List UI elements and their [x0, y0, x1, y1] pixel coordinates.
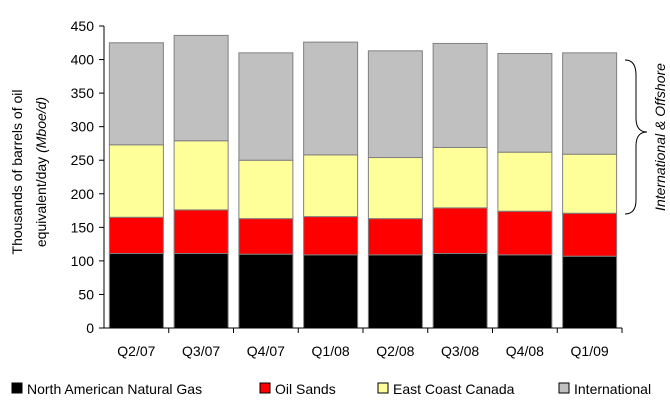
y-axis-title-unit: (Mboe/d) [33, 97, 49, 153]
legend-swatch [558, 382, 570, 394]
x-tick-label: Q2/07 [117, 343, 155, 359]
bar-segment-north-american-natural-gas-Q2-08 [367, 254, 423, 329]
y-axis-title-line2: equivalent/day [33, 153, 49, 247]
bar-segment-east-coast-canada-Q3-07 [173, 140, 229, 211]
bar-segment-international-Q3-07 [173, 34, 229, 142]
x-tick-label: Q4/07 [247, 343, 285, 359]
bar-segment-oil-sands-Q1-09 [562, 212, 618, 257]
plot-area [108, 34, 618, 329]
y-tick-label: 200 [71, 186, 95, 202]
x-tick-label: Q1/08 [312, 343, 350, 359]
legend-swatch [377, 382, 389, 394]
y-axis-title: Thousands of barrels of oil [9, 90, 25, 255]
bar-segment-north-american-natural-gas-Q3-07 [173, 253, 229, 329]
bar-segment-international-Q2-07 [108, 42, 164, 146]
bar-segment-international-Q2-08 [367, 50, 423, 159]
bar-segment-east-coast-canada-Q4-08 [497, 151, 553, 212]
y-tick-label: 400 [71, 52, 95, 68]
legend-label: East Coast Canada [393, 381, 515, 397]
legend-label: Oil Sands [275, 381, 336, 397]
legend-label: International [574, 381, 651, 397]
bar-segment-north-american-natural-gas-Q4-08 [497, 254, 553, 329]
bar-segment-east-coast-canada-Q4-07 [238, 159, 294, 220]
legend-label: North American Natural Gas [27, 381, 202, 397]
y-tick-label: 350 [71, 85, 95, 101]
y-axis-title-line1: Thousands of barrels of oil [9, 90, 25, 255]
annotation-label: International & Offshore [652, 63, 668, 211]
bar-segment-international-Q4-08 [497, 53, 553, 153]
bar-segment-north-american-natural-gas-Q2-07 [108, 253, 164, 329]
bar-segment-east-coast-canada-Q1-08 [303, 154, 359, 218]
y-tick-label: 300 [71, 119, 95, 135]
bar-segment-north-american-natural-gas-Q1-08 [303, 254, 359, 329]
annotation-bracket [624, 59, 648, 215]
bar-segment-international-Q1-09 [562, 52, 618, 155]
legend-swatch [259, 382, 271, 394]
bar-segment-east-coast-canada-Q3-08 [432, 146, 488, 209]
bar-segment-international-Q1-08 [303, 41, 359, 156]
x-axis: Q2/07 Q3/07 Q4/07 Q1/08 Q2/08 Q3/08 Q4/08 Q1/09 [104, 327, 623, 359]
y-tick-label: 250 [71, 152, 95, 168]
bar-segment-international-Q4-07 [238, 52, 294, 161]
y-tick-label: 450 [71, 18, 95, 34]
bar-segment-oil-sands-Q4-07 [238, 218, 294, 255]
x-tick-label: Q2/08 [376, 343, 414, 359]
bar-segment-east-coast-canada-Q2-07 [108, 144, 164, 218]
x-tick-label: Q3/07 [182, 343, 220, 359]
bar-segment-oil-sands-Q3-08 [432, 207, 488, 255]
y-tick-label: 100 [71, 253, 95, 269]
y-axis: 0 50 100 150 200 250 300 350 400 450 [71, 18, 105, 336]
y-axis-title-2: equivalent/day (Mboe/d) [33, 97, 49, 247]
y-tick-label: 0 [86, 320, 94, 336]
legend-swatch [11, 382, 23, 394]
bar-segment-oil-sands-Q3-07 [173, 209, 229, 255]
bar-segment-north-american-natural-gas-Q1-09 [562, 255, 618, 329]
bar-segment-north-american-natural-gas-Q3-08 [432, 253, 488, 329]
bar-segment-oil-sands-Q1-08 [303, 216, 359, 256]
x-tick-label: Q1/09 [571, 343, 609, 359]
y-tick-label: 50 [78, 286, 94, 302]
y-tick-label: 150 [71, 219, 95, 235]
bar-segment-north-american-natural-gas-Q4-07 [238, 253, 294, 329]
bar-segment-international-Q3-08 [432, 42, 488, 148]
x-tick-label: Q3/08 [441, 343, 479, 359]
legend: North American Natural Gas Oil Sands East … [11, 381, 651, 397]
bar-segment-oil-sands-Q2-07 [108, 216, 164, 255]
bar-segment-oil-sands-Q2-08 [367, 218, 423, 256]
x-tick-label: Q4/08 [506, 343, 544, 359]
bar-segment-east-coast-canada-Q2-08 [367, 157, 423, 220]
bar-segment-oil-sands-Q4-08 [497, 210, 553, 256]
bar-segment-east-coast-canada-Q1-09 [562, 153, 618, 214]
